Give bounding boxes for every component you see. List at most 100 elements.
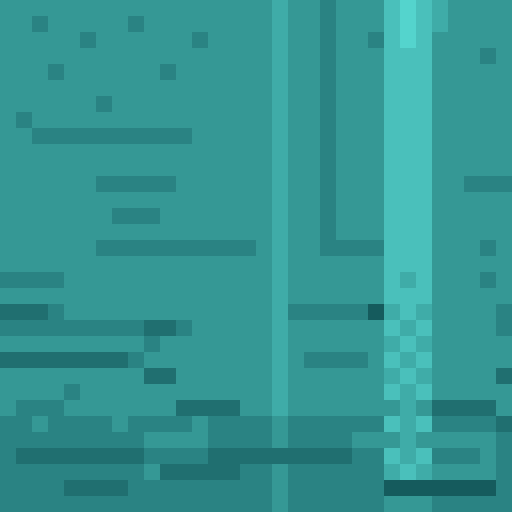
cell — [448, 208, 465, 225]
cell — [384, 464, 401, 481]
cell — [64, 48, 81, 65]
cell — [0, 224, 17, 241]
cell — [256, 240, 273, 257]
cell — [496, 400, 512, 417]
cell — [480, 96, 497, 113]
cell — [448, 224, 465, 241]
cell — [96, 304, 113, 321]
cell — [416, 416, 433, 433]
cell — [112, 288, 129, 305]
cell — [464, 240, 481, 257]
cell — [224, 368, 241, 385]
cell — [128, 368, 145, 385]
cell — [160, 96, 177, 113]
cell — [224, 432, 241, 449]
cell — [240, 272, 257, 289]
cell — [320, 160, 337, 177]
cell — [208, 336, 225, 353]
cell — [368, 64, 385, 81]
cell — [384, 16, 401, 33]
cell — [64, 176, 81, 193]
cell — [208, 240, 225, 257]
cell — [352, 496, 369, 512]
cell — [288, 400, 305, 417]
cell — [448, 464, 465, 481]
cell — [416, 288, 433, 305]
cell — [480, 256, 497, 273]
cell — [160, 176, 177, 193]
cell — [432, 400, 449, 417]
cell — [256, 112, 273, 129]
cell — [0, 432, 17, 449]
cell — [256, 272, 273, 289]
cell — [416, 352, 433, 369]
cell — [448, 384, 465, 401]
cell — [304, 96, 321, 113]
cell — [464, 0, 481, 17]
cell — [32, 272, 49, 289]
cell — [368, 144, 385, 161]
cell — [112, 336, 129, 353]
cell — [224, 384, 241, 401]
cell — [176, 432, 193, 449]
cell — [304, 112, 321, 129]
cell — [464, 128, 481, 145]
cell — [176, 464, 193, 481]
cell — [0, 416, 17, 433]
cell — [208, 176, 225, 193]
cell — [464, 144, 481, 161]
cell — [80, 432, 97, 449]
cell — [64, 64, 81, 81]
cell — [368, 208, 385, 225]
cell — [144, 416, 161, 433]
cell — [496, 176, 512, 193]
cell — [352, 320, 369, 337]
cell — [432, 0, 449, 17]
cell — [16, 352, 33, 369]
cell — [416, 64, 433, 81]
cell — [352, 176, 369, 193]
cell — [32, 432, 49, 449]
cell — [0, 368, 17, 385]
cell — [464, 448, 481, 465]
cell — [64, 144, 81, 161]
cell — [400, 0, 417, 17]
heatmap — [0, 0, 512, 512]
cell — [416, 208, 433, 225]
cell — [64, 368, 81, 385]
cell — [384, 288, 401, 305]
cell — [320, 128, 337, 145]
cell — [0, 160, 17, 177]
cell — [176, 0, 193, 17]
cell — [480, 336, 497, 353]
cell — [496, 464, 512, 481]
cell — [464, 64, 481, 81]
cell — [80, 320, 97, 337]
cell — [336, 32, 353, 49]
cell — [32, 16, 49, 33]
cell — [208, 128, 225, 145]
cell — [352, 480, 369, 497]
cell — [400, 256, 417, 273]
cell — [96, 32, 113, 49]
cell — [16, 144, 33, 161]
cell — [0, 256, 17, 273]
cell — [80, 96, 97, 113]
cell — [176, 240, 193, 257]
cell — [368, 16, 385, 33]
cell — [64, 496, 81, 512]
cell — [336, 416, 353, 433]
cell — [256, 160, 273, 177]
cell — [288, 96, 305, 113]
cell — [240, 144, 257, 161]
cell — [144, 400, 161, 417]
cell — [64, 384, 81, 401]
cell — [240, 496, 257, 512]
cell — [192, 176, 209, 193]
cell — [176, 208, 193, 225]
cell — [32, 48, 49, 65]
cell — [416, 240, 433, 257]
cell — [144, 320, 161, 337]
cell — [272, 368, 289, 385]
cell — [480, 368, 497, 385]
